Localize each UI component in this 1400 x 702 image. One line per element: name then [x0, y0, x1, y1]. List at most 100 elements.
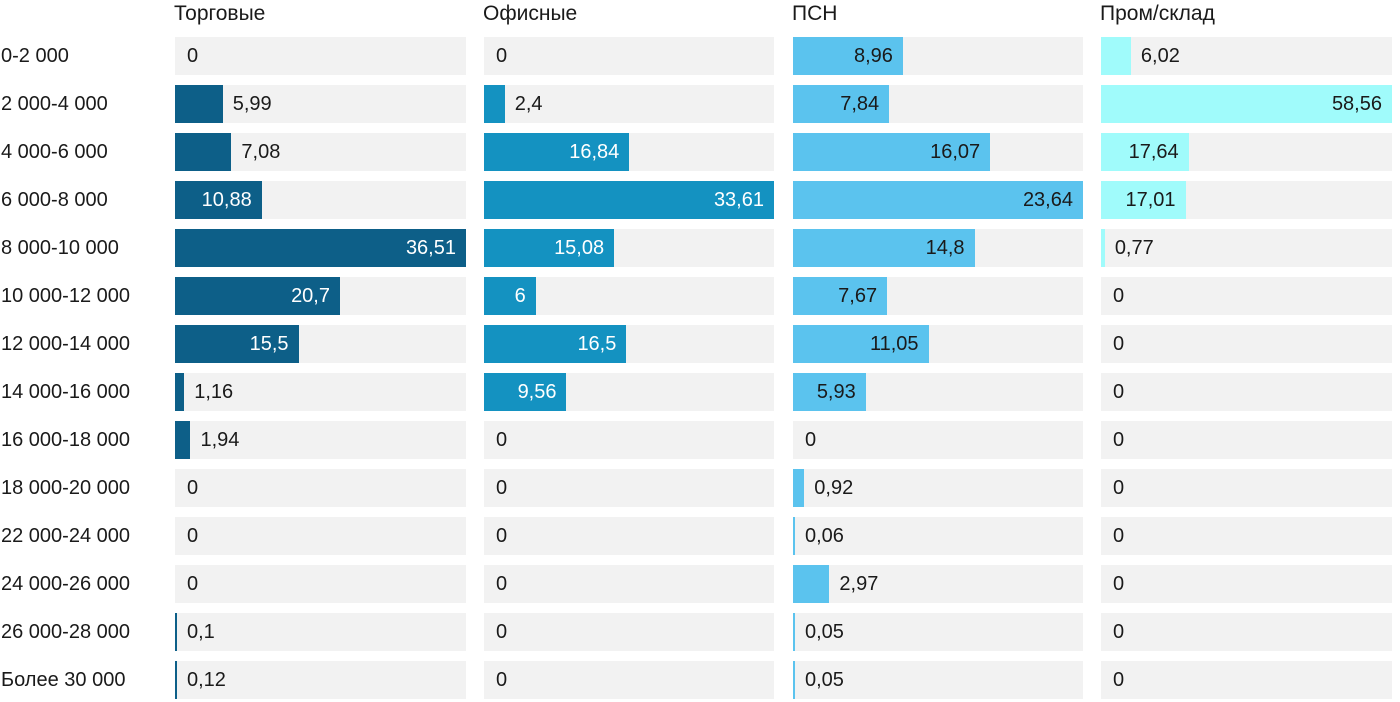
row-label: 12 000-14 000: [1, 333, 131, 355]
bar: [175, 661, 177, 699]
row-label: 26 000-28 000: [1, 621, 131, 643]
chart-row: 8 000-10 000 36,51 15,08 14,8 0,77: [0, 229, 1400, 267]
bar-track: 15,5: [175, 325, 466, 363]
bar-value-label: 0: [496, 429, 508, 451]
chart-row: 0-2 000 0 0 8,96 6,02: [0, 37, 1400, 75]
chart-row: 12 000-14 000 15,5 16,5 11,05 0: [0, 325, 1400, 363]
bar-value-label: 2,4: [514, 93, 543, 115]
bar-value-label: 10,88: [201, 189, 252, 211]
bar: [1101, 85, 1392, 123]
bar-track: 20,7: [175, 277, 466, 315]
bar-track: 0: [1101, 277, 1392, 315]
bar-track: 1,16: [175, 373, 466, 411]
row-label: 14 000-16 000: [1, 381, 131, 403]
row-label: 6 000-8 000: [1, 189, 108, 211]
bar: [484, 133, 630, 171]
bar-value-label: 0: [1113, 333, 1125, 355]
bar-track: 7,84: [793, 85, 1083, 123]
bar-track: 0: [1101, 373, 1392, 411]
bar-value-label: 0: [496, 621, 508, 643]
row-label: 18 000-20 000: [1, 477, 131, 499]
bar-value-label: 17,64: [1128, 141, 1179, 163]
bar-value-label: 0: [1113, 573, 1125, 595]
bar-track: 0: [484, 421, 774, 459]
bar-track: 0: [175, 469, 466, 507]
bar-track: 5,99: [175, 85, 466, 123]
bar: [484, 85, 505, 123]
bar-track: 0: [1101, 565, 1392, 603]
bar-value-label: 23,64: [1022, 189, 1073, 211]
chart-row: 18 000-20 000 0 0 0,92 0: [0, 469, 1400, 507]
bar-value-label: 0: [1113, 285, 1125, 307]
bar: [1101, 37, 1131, 75]
bar-track: 2,97: [793, 565, 1083, 603]
bar-track: 58,56: [1101, 85, 1392, 123]
row-label: 24 000-26 000: [1, 573, 131, 595]
bar-value-label: 14,8: [925, 237, 965, 259]
bar-track: 17,64: [1101, 133, 1392, 171]
bar-track: 11,05: [793, 325, 1083, 363]
bar: [484, 181, 774, 219]
bar-track: 0,12: [175, 661, 466, 699]
bar-value-label: 0: [805, 429, 817, 451]
chart-rows: 0-2 000 0 0 8,96 6,02 2 000-4 000 5,99 2,4 7,84 5…: [0, 37, 1400, 699]
bar-value-label: 0: [496, 669, 508, 691]
bar-value-label: 1,94: [200, 429, 240, 451]
row-label: Более 30 000: [1, 669, 126, 691]
bar-value-label: 58,56: [1331, 93, 1382, 115]
bar: [484, 373, 567, 411]
chart-row: 14 000-16 000 1,16 9,56 5,93 0: [0, 373, 1400, 411]
bar-value-label: 0: [187, 45, 199, 67]
bar-track: 36,51: [175, 229, 466, 267]
chart-row: 24 000-26 000 0 0 2,97 0: [0, 565, 1400, 603]
bar-track: 0: [1101, 421, 1392, 459]
bar: [175, 133, 232, 171]
bar-track: 0: [793, 421, 1083, 459]
bar-value-label: 17,01: [1125, 189, 1176, 211]
bar: [484, 277, 536, 315]
bar-value-label: 5,93: [816, 381, 856, 403]
bar-track: 33,61: [484, 181, 774, 219]
bar-value-label: 2,97: [839, 573, 879, 595]
bar-value-label: 15,5: [249, 333, 289, 355]
bar-value-label: 9,56: [517, 381, 557, 403]
bar-track: 7,08: [175, 133, 466, 171]
bar-track: 16,5: [484, 325, 774, 363]
chart-row: Более 30 000 0,12 0 0,05 0: [0, 661, 1400, 699]
bar: [1101, 181, 1186, 219]
chart-row: 2 000-4 000 5,99 2,4 7,84 58,56: [0, 85, 1400, 123]
chart-row: 4 000-6 000 7,08 16,84 16,07 17,64: [0, 133, 1400, 171]
bar: [175, 421, 191, 459]
bar-value-label: 16,07: [930, 141, 981, 163]
bar-track: 23,64: [793, 181, 1083, 219]
bar: [793, 565, 830, 603]
row-label: 8 000-10 000: [1, 237, 119, 259]
bar-track: 0: [175, 37, 466, 75]
bar-track: 0: [1101, 517, 1392, 555]
bar-value-label: 0: [496, 45, 508, 67]
bar-value-label: 7,84: [840, 93, 880, 115]
bar-value-label: 0: [1113, 477, 1125, 499]
bar: [793, 133, 991, 171]
bar-track: 1,94: [175, 421, 466, 459]
bar: [793, 469, 805, 507]
row-label: 4 000-6 000: [1, 141, 108, 163]
bar-value-label: 5,99: [232, 93, 272, 115]
bar: [175, 373, 185, 411]
bar-track: 0,1: [175, 613, 466, 651]
bar: [793, 325, 929, 363]
column-header-ofisnye: Офисные: [483, 2, 578, 25]
bar-value-label: 0: [1113, 669, 1125, 691]
bar-value-label: 0,1: [187, 621, 215, 643]
bar-value-label: 6: [514, 285, 526, 307]
bar-track: 10,88: [175, 181, 466, 219]
bar-value-label: 1,16: [194, 381, 234, 403]
bar-track: 0,92: [793, 469, 1083, 507]
bar: [793, 229, 975, 267]
bar-track: 0: [484, 469, 774, 507]
bar-value-label: 20,7: [291, 285, 330, 307]
row-label: 16 000-18 000: [1, 429, 131, 451]
chart-row: 10 000-12 000 20,7 6 7,67 0: [0, 277, 1400, 315]
bar-value-label: 0: [496, 573, 508, 595]
